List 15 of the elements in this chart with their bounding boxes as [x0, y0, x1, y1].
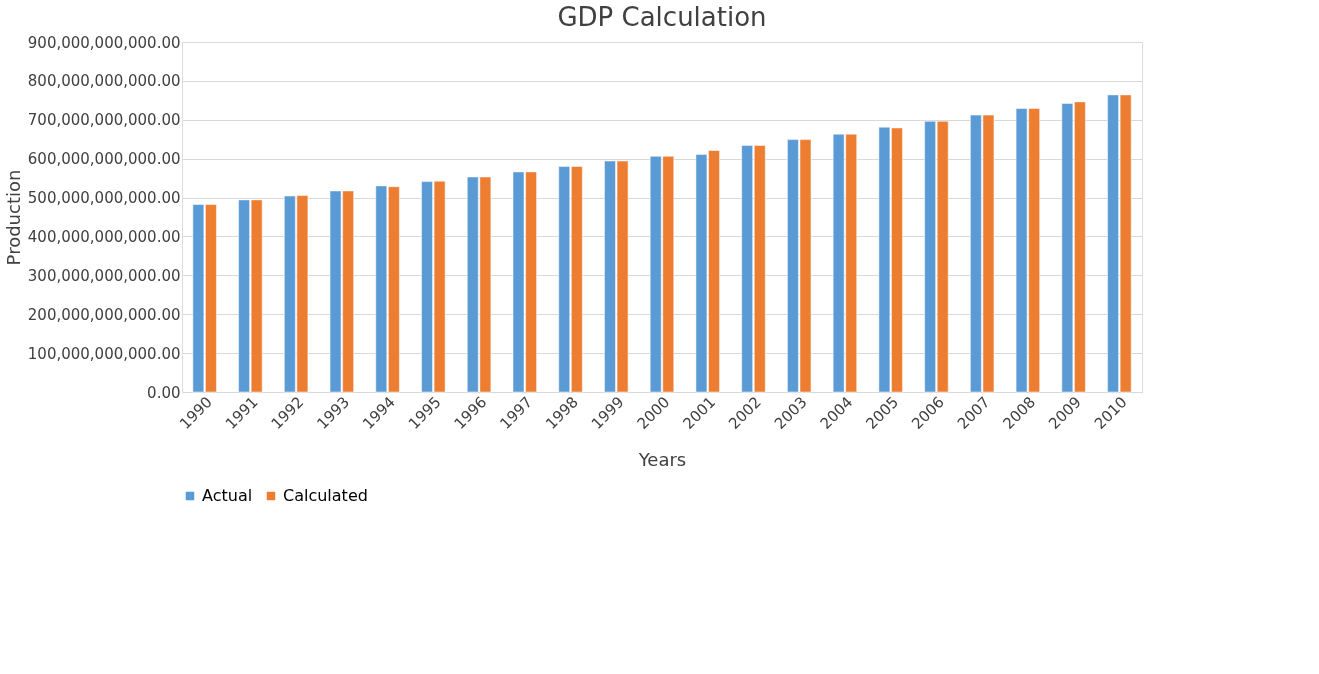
- y-tick-label: 700,000,000,000.00: [27, 111, 181, 130]
- y-tick-label: 900,000,000,000.00: [27, 33, 181, 52]
- y-tick-label: 100,000,000,000.00: [27, 344, 181, 363]
- chart-title: GDP Calculation: [557, 2, 767, 32]
- y-tick-label: 0.00: [147, 383, 181, 402]
- legend-label: Calculated: [283, 486, 368, 505]
- y-tick-label: 200,000,000,000.00: [27, 305, 181, 324]
- y-axis-title: Production: [2, 169, 24, 266]
- y-tick-label: 400,000,000,000.00: [27, 227, 181, 246]
- y-tick-label: 300,000,000,000.00: [27, 266, 181, 285]
- y-tick-label: 500,000,000,000.00: [27, 189, 181, 208]
- y-tick-label: 800,000,000,000.00: [27, 72, 181, 91]
- x-axis-title: Years: [637, 449, 687, 471]
- legend-label: Actual: [202, 486, 253, 505]
- y-tick-label: 600,000,000,000.00: [27, 150, 181, 169]
